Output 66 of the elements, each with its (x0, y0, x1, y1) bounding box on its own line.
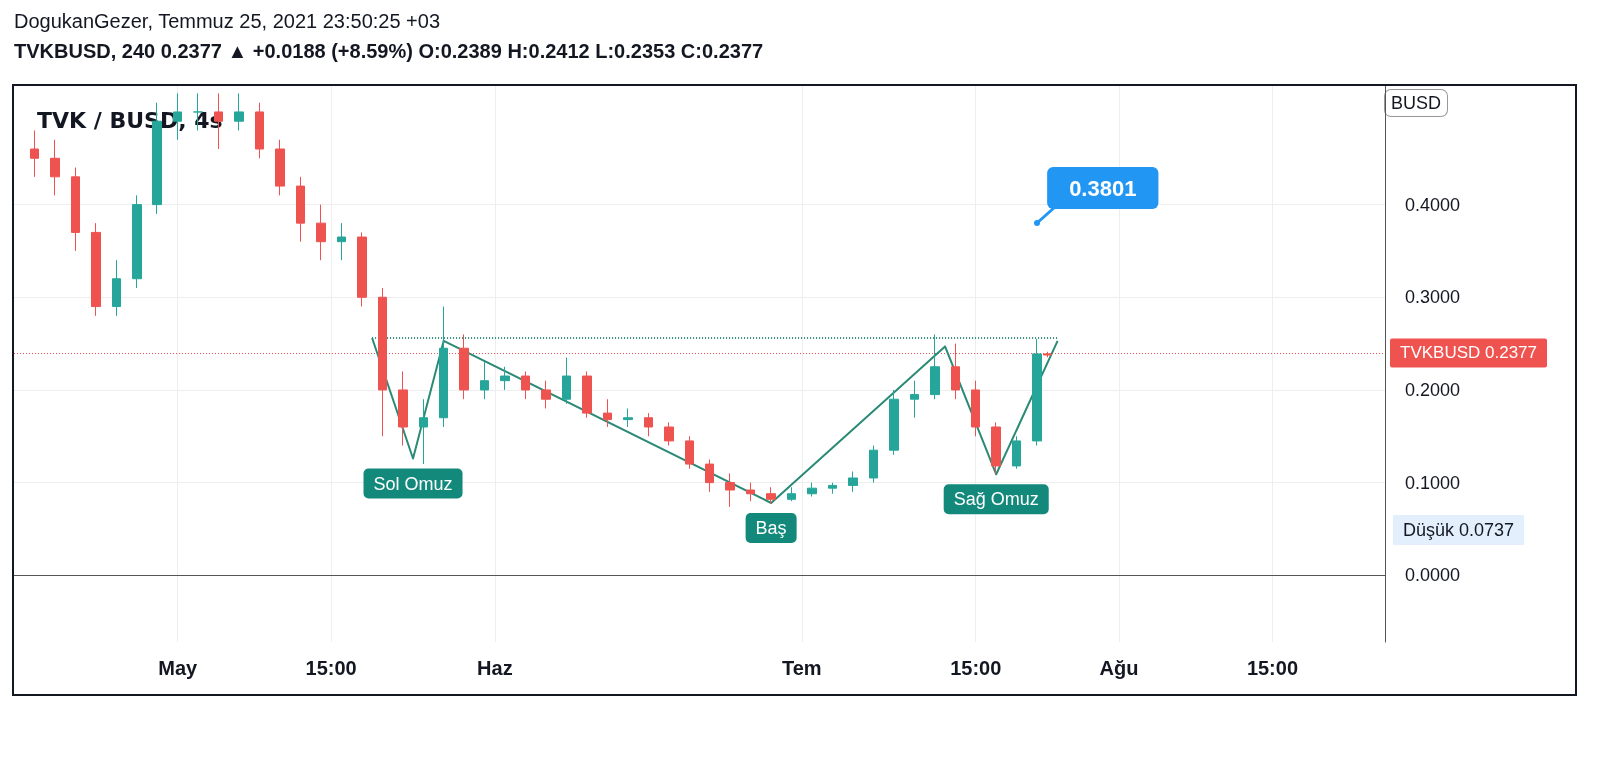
candlestick (910, 380, 919, 419)
candlestick (500, 366, 510, 391)
candlestick (725, 472, 735, 508)
candlestick (582, 370, 592, 419)
x-tick-label: Ağu (1099, 657, 1139, 679)
candlestick (889, 389, 899, 456)
candlestick (337, 222, 346, 261)
x-tick-label: Haz (477, 657, 513, 679)
candlestick (746, 482, 755, 502)
candlestick (807, 482, 817, 498)
candlestick (357, 231, 367, 308)
x-tick-label: May (158, 657, 199, 679)
text: DogukanGezer, Temmuz 25, 2021 23:50:25 +03 (14, 9, 442, 34)
y-axis-title: BUSD (1391, 93, 1442, 113)
candlestick (521, 370, 530, 400)
candlestick (439, 306, 448, 428)
x-tick-label: 15:00 (1246, 657, 1299, 679)
candlestick (971, 380, 980, 437)
x-tick-label: Tem (781, 657, 822, 679)
candlestick (603, 398, 612, 428)
candlestick (234, 92, 244, 131)
candlestick (398, 370, 408, 447)
candlestick (623, 407, 633, 428)
candlestick (685, 435, 694, 470)
candlestick (930, 333, 940, 400)
x-tick-label: 15:00 (950, 657, 1002, 679)
y-tick-label: 0.3000 (1405, 287, 1461, 308)
annotation: 0.3801 (1069, 175, 1137, 201)
candlestick (562, 357, 571, 405)
candlestick (1032, 338, 1042, 447)
annotation: Sol Omuz (373, 473, 453, 494)
candlestick (1012, 435, 1021, 470)
candlestick (787, 486, 796, 502)
candlestick (991, 421, 1001, 474)
candlestick (766, 486, 776, 505)
candlestick (828, 482, 837, 495)
annotation: Baş (755, 518, 787, 538)
chart-subtitle: TVKBUSD, 240 0.2377 ▲ +0.0188 (+8.59%) O:0.2389 H:0.2412 L:0.2353 C:0.2377 (14, 39, 764, 64)
text: Düşük 0.0737 (1403, 520, 1515, 540)
candlestick (275, 139, 285, 196)
candlestick (869, 445, 878, 484)
candlestick (30, 129, 39, 178)
candlestick (112, 259, 121, 317)
candlestick (480, 361, 489, 400)
candlestick (541, 380, 551, 409)
candlestick (419, 398, 428, 465)
candlestick (316, 204, 326, 261)
annotation: Sağ Omuz (953, 489, 1039, 510)
candlestick (378, 287, 387, 437)
candlestick (1043, 351, 1052, 358)
candlestick (848, 470, 858, 493)
candlestick (296, 176, 305, 243)
candlestick (91, 222, 101, 317)
candlestick (71, 167, 80, 252)
candlestick (705, 458, 714, 493)
x-tick-label: 15:00 (305, 657, 357, 679)
y-tick-label: 0.2000 (1405, 379, 1461, 400)
y-tick-label: 0.0000 (1405, 565, 1461, 586)
candlestick (50, 139, 60, 196)
ref-line-label: TVKBUSD 0.2377 (1400, 343, 1538, 363)
candlestick (664, 421, 674, 447)
candlestick (255, 102, 264, 159)
y-tick-label: 0.4000 (1405, 194, 1461, 215)
candlestick (132, 194, 142, 289)
candlestick (644, 412, 653, 437)
y-tick-label: 0.1000 (1405, 472, 1461, 493)
